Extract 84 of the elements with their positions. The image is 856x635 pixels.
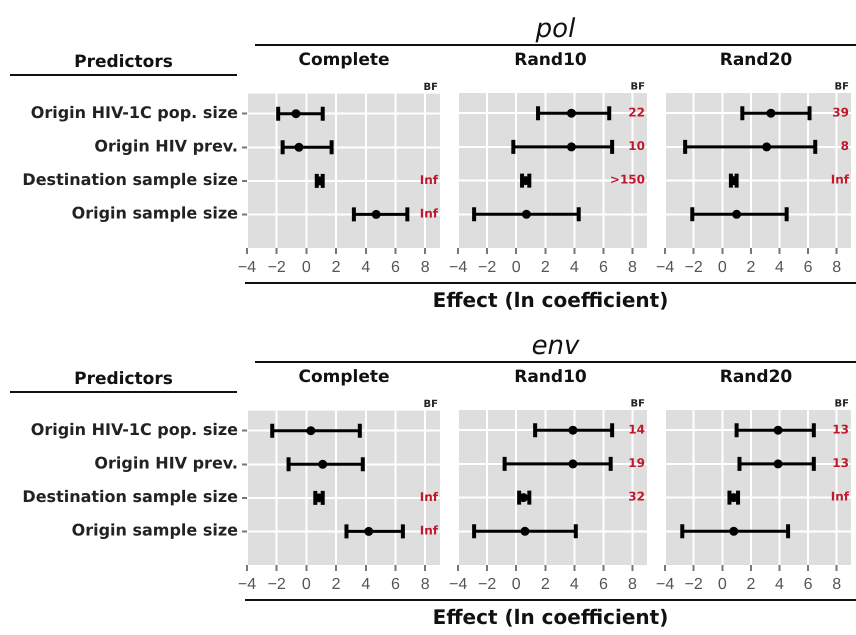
annotation: Inf xyxy=(420,490,439,504)
annotation: 14 xyxy=(628,422,645,436)
chart-subtitle: env xyxy=(255,331,856,363)
x-tick-label: −2 xyxy=(478,259,496,276)
x-tick-label: −4 xyxy=(656,259,674,276)
x-tick-label: 0 xyxy=(512,576,521,594)
annotation: Inf xyxy=(830,172,850,187)
y-tick-label: Origin HIV-1C pop. size xyxy=(30,102,238,122)
text: BF xyxy=(630,82,645,93)
x-tick-label: 4 xyxy=(570,259,579,276)
x-tick-label: −2 xyxy=(478,576,496,594)
x-tick-label: 6 xyxy=(804,259,813,276)
text: BF xyxy=(424,399,438,410)
x-tick-label: 4 xyxy=(775,259,784,276)
x-tick-label: 2 xyxy=(746,576,756,594)
x-tick-label: 6 xyxy=(598,259,608,276)
annotation: Inf xyxy=(420,172,439,187)
x-tick-label: 8 xyxy=(628,259,638,276)
annotation: Inf xyxy=(420,524,439,538)
y-tick-label: Origin HIV prev. xyxy=(94,453,238,472)
chart-title: Rand10 xyxy=(513,367,588,387)
x-tick-label: 0 xyxy=(302,576,311,594)
x-tick-label: −4 xyxy=(448,576,468,594)
chart-subtitle: pol xyxy=(255,14,856,46)
annotation: Inf xyxy=(830,490,850,504)
x-tick-label: 6 xyxy=(804,576,813,594)
x-tick-label: 4 xyxy=(775,576,784,594)
x-tick-label: −4 xyxy=(448,259,468,276)
x-tick-label: 2 xyxy=(332,259,341,276)
annotation: 13 xyxy=(832,422,849,436)
chart-title: Complete xyxy=(297,367,391,387)
x-tick-label: −4 xyxy=(656,576,674,594)
annotation: 39 xyxy=(832,105,849,120)
text: BF xyxy=(424,82,438,94)
annotation: >150 xyxy=(610,172,645,187)
y-axis-title: Predictors xyxy=(10,369,237,393)
x-axis-title: Effect (ln coefficient) xyxy=(245,282,856,312)
x-tick-label: 8 xyxy=(628,576,638,594)
x-tick-label: 8 xyxy=(832,259,842,276)
annotation: 13 xyxy=(832,456,849,470)
y-tick-label: Origin HIV-1C pop. size xyxy=(30,420,238,439)
x-tick-label: −4 xyxy=(238,576,256,594)
x-tick-label: 2 xyxy=(540,259,550,276)
x-tick-label: 2 xyxy=(540,576,550,594)
x-tick-label: 6 xyxy=(598,576,608,594)
text: BF xyxy=(630,398,645,410)
chart-title: Rand10 xyxy=(513,50,588,70)
annotation: 8 xyxy=(840,139,849,154)
annotation: 10 xyxy=(628,139,645,154)
chart-title: Complete xyxy=(297,50,391,70)
x-tick-label: 6 xyxy=(391,259,400,276)
text: BF xyxy=(834,82,849,93)
x-tick-label: 8 xyxy=(832,576,842,594)
x-tick-label: 8 xyxy=(420,259,430,276)
y-axis-title: Predictors xyxy=(10,52,237,76)
annotation: Inf xyxy=(420,206,439,221)
x-tick-label: 0 xyxy=(512,259,521,276)
x-tick-label: 4 xyxy=(570,576,579,594)
x-tick-label: 8 xyxy=(420,576,430,594)
x-tick-label: −2 xyxy=(268,576,286,594)
y-tick-label: Origin sample size xyxy=(72,204,238,223)
y-tick-label: Destination sample size xyxy=(22,487,238,506)
x-tick-label: 0 xyxy=(718,259,727,276)
x-tick-label: −4 xyxy=(238,259,256,276)
chart-title: Rand20 xyxy=(718,367,794,387)
chart-title: Rand20 xyxy=(718,50,794,70)
x-tick-label: 6 xyxy=(391,576,400,594)
x-tick-label: 4 xyxy=(361,576,370,594)
text: BF xyxy=(834,398,849,410)
x-tick-label: −2 xyxy=(268,259,286,276)
annotation: 19 xyxy=(628,456,645,470)
y-tick-label: Origin sample size xyxy=(72,520,238,540)
y-tick-label: Destination sample size xyxy=(22,170,238,190)
x-tick-label: −2 xyxy=(684,259,703,276)
annotation: 32 xyxy=(628,490,645,504)
x-tick-label: 0 xyxy=(718,576,727,594)
x-tick-label: −2 xyxy=(684,576,703,594)
y-tick-label: Origin HIV prev. xyxy=(94,136,238,156)
x-tick-label: 2 xyxy=(746,259,756,276)
x-tick-label: 4 xyxy=(361,259,370,276)
x-tick-label: 0 xyxy=(302,259,311,276)
x-tick-label: 2 xyxy=(332,576,341,594)
annotation: 22 xyxy=(628,105,645,120)
x-axis-title: Effect (ln coefficient) xyxy=(245,599,856,629)
